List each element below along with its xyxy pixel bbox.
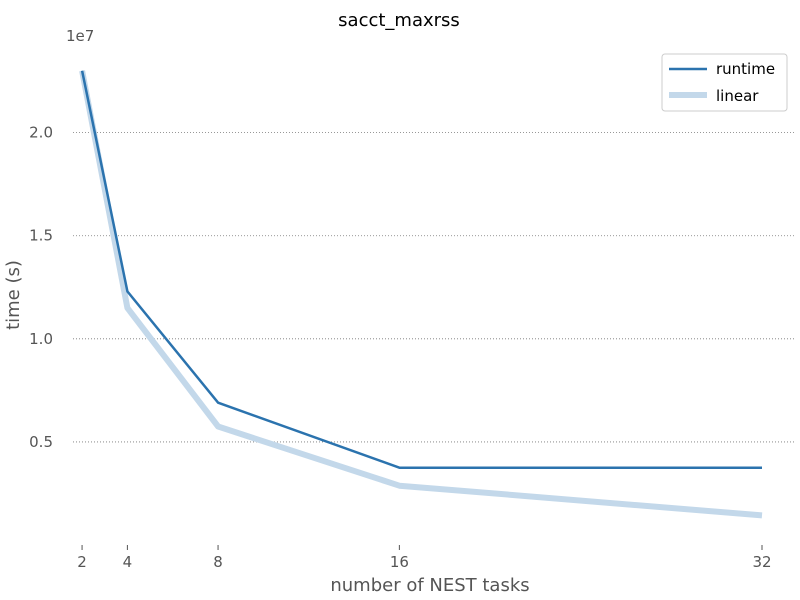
x-tick-label: 8: [213, 553, 223, 571]
y-tick-label: 1.5: [29, 227, 53, 245]
series-line-runtime: [80, 70, 762, 469]
x-tick-label: 2: [77, 553, 87, 571]
x-tick-label: 32: [752, 553, 771, 571]
x-tick-label: 16: [390, 553, 409, 571]
y-axis-label: time (s): [3, 260, 24, 330]
legend: runtime linear: [661, 53, 788, 112]
legend-label-runtime: runtime: [716, 60, 775, 78]
gridlines: [73, 132, 796, 443]
x-tick-label: 4: [123, 553, 133, 571]
y-tick-label: 1.0: [29, 330, 53, 348]
chart-title: sacct_maxrss: [338, 10, 460, 31]
y-tick-label: 2.0: [29, 124, 53, 142]
x-axis-label: number of NEST tasks: [330, 575, 529, 596]
x-axis-ticks: 2 4 8 16 32: [77, 545, 772, 571]
series-line-linear: [79, 70, 763, 519]
y-offset-label: 1e7: [66, 27, 94, 45]
series-lines: [79, 70, 763, 519]
y-axis-ticks: 0.5 1.0 1.5 2.0: [29, 124, 53, 451]
y-tick-label: 0.5: [29, 433, 53, 451]
legend-label-linear: linear: [716, 87, 759, 105]
